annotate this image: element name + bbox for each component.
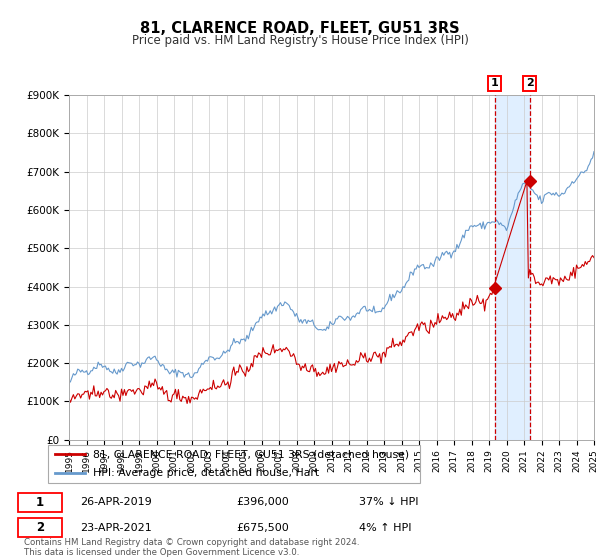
Text: Contains HM Land Registry data © Crown copyright and database right 2024.
This d: Contains HM Land Registry data © Crown c… xyxy=(24,538,359,557)
Text: 2: 2 xyxy=(36,521,44,534)
Text: 4% ↑ HPI: 4% ↑ HPI xyxy=(359,522,412,533)
Text: HPI: Average price, detached house, Hart: HPI: Average price, detached house, Hart xyxy=(92,468,319,478)
Text: 23-APR-2021: 23-APR-2021 xyxy=(80,522,152,533)
Text: 81, CLARENCE ROAD, FLEET, GU51 3RS (detached house): 81, CLARENCE ROAD, FLEET, GU51 3RS (deta… xyxy=(92,449,409,459)
Text: 1: 1 xyxy=(36,496,44,509)
Text: 81, CLARENCE ROAD, FLEET, GU51 3RS: 81, CLARENCE ROAD, FLEET, GU51 3RS xyxy=(140,21,460,36)
Text: £396,000: £396,000 xyxy=(236,497,289,507)
Text: 1: 1 xyxy=(491,78,499,88)
Text: Price paid vs. HM Land Registry's House Price Index (HPI): Price paid vs. HM Land Registry's House … xyxy=(131,34,469,46)
Bar xyxy=(494,95,530,440)
Text: 26-APR-2019: 26-APR-2019 xyxy=(80,497,152,507)
Text: 2: 2 xyxy=(526,78,533,88)
Text: £675,500: £675,500 xyxy=(236,522,289,533)
Text: 37% ↓ HPI: 37% ↓ HPI xyxy=(359,497,418,507)
